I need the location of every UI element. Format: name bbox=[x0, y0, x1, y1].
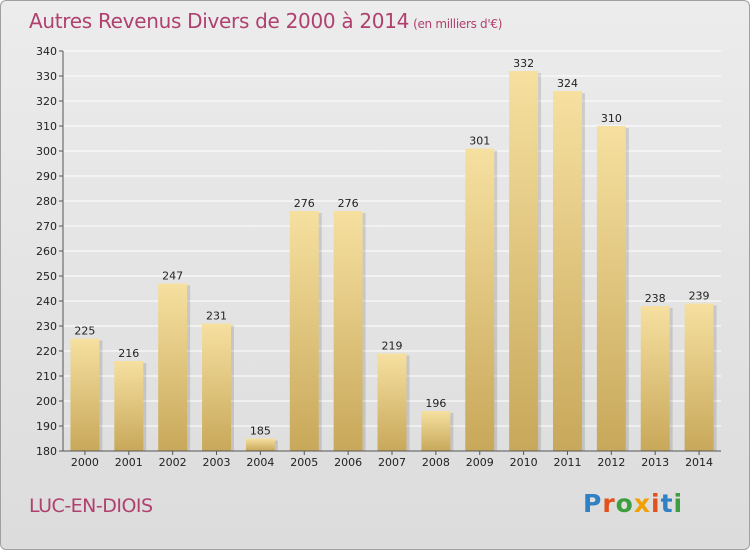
bar-value-label: 238 bbox=[645, 292, 666, 305]
bar-value-label: 276 bbox=[294, 197, 315, 210]
y-tick-label: 290 bbox=[36, 170, 57, 183]
x-tick-label: 2001 bbox=[115, 456, 143, 469]
y-tick-label: 320 bbox=[36, 95, 57, 108]
bar-value-label: 276 bbox=[338, 197, 359, 210]
logo-letter: x bbox=[633, 489, 651, 518]
bar-2010 bbox=[509, 71, 539, 451]
y-tick-label: 340 bbox=[36, 45, 57, 58]
bars bbox=[70, 71, 717, 451]
bar-2001 bbox=[114, 361, 144, 451]
bar-value-label: 310 bbox=[601, 112, 622, 125]
y-tick-label: 310 bbox=[36, 120, 57, 133]
bar-value-label: 225 bbox=[74, 325, 95, 338]
y-tick-label: 180 bbox=[36, 445, 57, 458]
proxiti-logo[interactable]: Proxiti bbox=[583, 489, 683, 518]
x-tick-label: 2013 bbox=[641, 456, 669, 469]
x-tick-label: 2009 bbox=[466, 456, 494, 469]
chart-title: Autres Revenus Divers de 2000 à 2014 (en … bbox=[29, 9, 502, 33]
x-tick-label: 2012 bbox=[597, 456, 625, 469]
logo-letter: i bbox=[673, 489, 684, 518]
x-tick-label: 2010 bbox=[510, 456, 538, 469]
bar-value-label: 185 bbox=[250, 425, 271, 438]
bar-value-label: 247 bbox=[162, 270, 183, 283]
logo-letter: i bbox=[651, 489, 661, 518]
bar-value-label: 301 bbox=[469, 135, 490, 148]
bar-value-label: 196 bbox=[425, 397, 446, 410]
bar-value-label: 332 bbox=[513, 57, 534, 70]
y-tick-label: 210 bbox=[36, 370, 57, 383]
x-tick-label: 2008 bbox=[422, 456, 450, 469]
y-tick-label: 240 bbox=[36, 295, 57, 308]
y-tick-label: 200 bbox=[36, 395, 57, 408]
y-tick-label: 190 bbox=[36, 420, 57, 433]
bar-2012 bbox=[596, 126, 626, 451]
bar-2000 bbox=[70, 338, 100, 451]
chart-subtitle: (en milliers d'€) bbox=[413, 17, 503, 31]
x-tick-label: 2004 bbox=[246, 456, 274, 469]
logo-letter: o bbox=[615, 489, 634, 518]
bar-2009 bbox=[465, 148, 495, 451]
x-tick-label: 2007 bbox=[378, 456, 406, 469]
y-tick-label: 300 bbox=[36, 145, 57, 158]
x-tick-label: 2003 bbox=[203, 456, 231, 469]
logo-letter: P bbox=[583, 489, 603, 518]
x-tick-label: 2005 bbox=[290, 456, 318, 469]
bar-value-label: 239 bbox=[689, 290, 710, 303]
bar-2006 bbox=[333, 211, 363, 451]
bar-value-label: 216 bbox=[118, 347, 139, 360]
y-tick-label: 270 bbox=[36, 220, 57, 233]
bar-value-label: 219 bbox=[382, 340, 403, 353]
x-tick-label: 2014 bbox=[685, 456, 713, 469]
bar-value-label: 324 bbox=[557, 77, 578, 90]
y-tick-label: 230 bbox=[36, 320, 57, 333]
bar-2002 bbox=[158, 283, 188, 451]
x-tick-label: 2002 bbox=[159, 456, 187, 469]
logo-letter: t bbox=[660, 489, 674, 518]
labels: 225 216 247 231 185 276 276 219 196 301 332 324 310 2… bbox=[74, 57, 709, 438]
y-tick-label: 280 bbox=[36, 195, 57, 208]
logo-letter: r bbox=[602, 489, 616, 518]
bar-2011 bbox=[552, 91, 582, 451]
bar-2013 bbox=[640, 306, 670, 451]
x-tick-label: 2011 bbox=[553, 456, 581, 469]
x-tick-label: 2000 bbox=[71, 456, 99, 469]
bar-2014 bbox=[684, 303, 714, 451]
y-tick-label: 330 bbox=[36, 70, 57, 83]
bar-value-label: 231 bbox=[206, 310, 227, 323]
bar-2004 bbox=[245, 438, 275, 451]
bar-2003 bbox=[202, 323, 232, 451]
axes: 180 190 200 210 220 230 240 250 260 270 280 290 300 3… bbox=[36, 45, 721, 469]
bar-2008 bbox=[421, 411, 451, 451]
y-tick-label: 220 bbox=[36, 345, 57, 358]
bar-2007 bbox=[377, 353, 407, 451]
bar-2005 bbox=[289, 211, 319, 451]
x-tick-label: 2006 bbox=[334, 456, 362, 469]
chart-title-text: Autres Revenus Divers de 2000 à 2014 bbox=[29, 9, 410, 33]
y-tick-label: 250 bbox=[36, 270, 57, 283]
y-tick-label: 260 bbox=[36, 245, 57, 258]
location-name: LUC-EN-DIOIS bbox=[29, 495, 153, 517]
